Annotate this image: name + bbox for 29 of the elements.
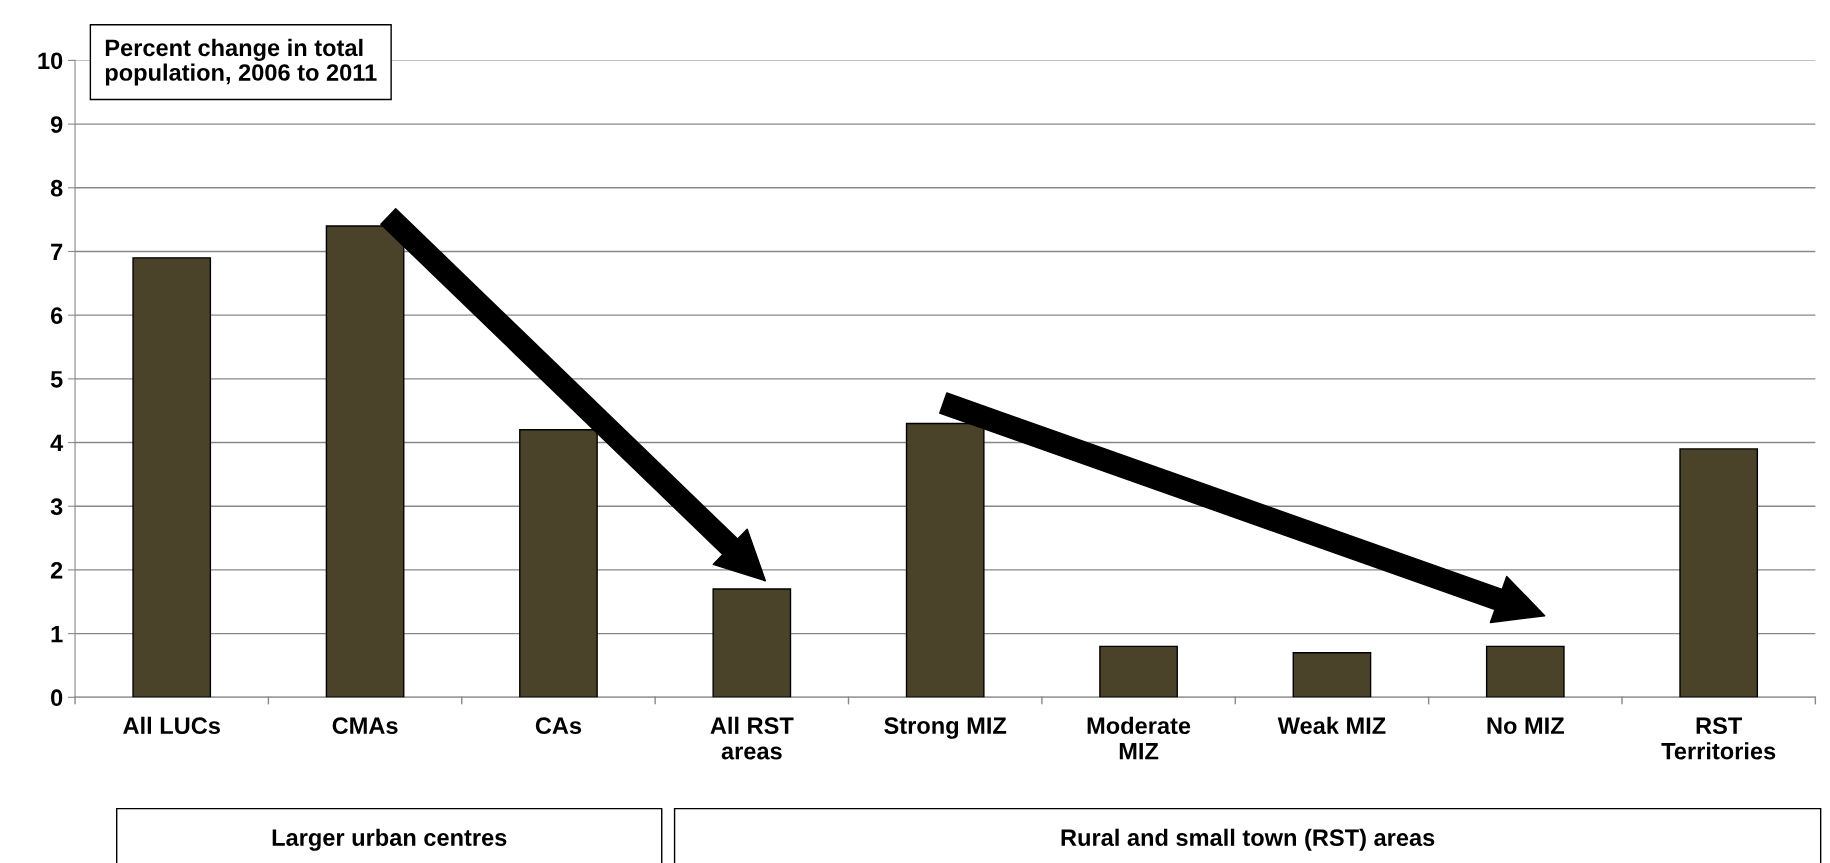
text: Rural and small town (RST) areas (1061, 828, 1435, 851)
y-tick-label: 5 (50, 371, 63, 388)
x-tick-label: RST Territories (1661, 717, 1776, 760)
x-tick-label: Strong MIZ (884, 717, 1007, 739)
y-tick-label: 6 (50, 307, 63, 324)
bar (1679, 448, 1759, 698)
x-tick-label: All RST areas (710, 716, 794, 760)
bar (1485, 645, 1565, 698)
text: Larger urban centres (272, 828, 507, 851)
chart-title: Percent change in total population, 2006 to 2011 (105, 38, 377, 86)
y-tick-label: 3 (50, 498, 63, 516)
y-tick-label: 10 (38, 52, 63, 70)
y-tick-label: 8 (50, 179, 63, 197)
y-tick-label: 2 (50, 561, 63, 579)
bar (1099, 645, 1178, 698)
x-tick-label: Weak MIZ (1277, 716, 1386, 735)
x-tick-label: No MIZ (1487, 717, 1564, 735)
bar (712, 588, 792, 698)
y-tick-label: 9 (50, 116, 63, 133)
y-tick-label: 0 (51, 689, 63, 707)
bar (132, 257, 212, 698)
x-tick-label: All LUCs (123, 716, 220, 735)
y-tick-label: 1 (51, 625, 63, 643)
y-tick-label: 7 (51, 243, 63, 261)
x-tick-label: Moderate MIZ (1087, 716, 1191, 760)
y-tick-label: 4 (50, 434, 64, 452)
x-tick-label: CMAs (332, 717, 398, 735)
x-tick-label: CAs (535, 717, 582, 735)
bar (1292, 652, 1372, 698)
